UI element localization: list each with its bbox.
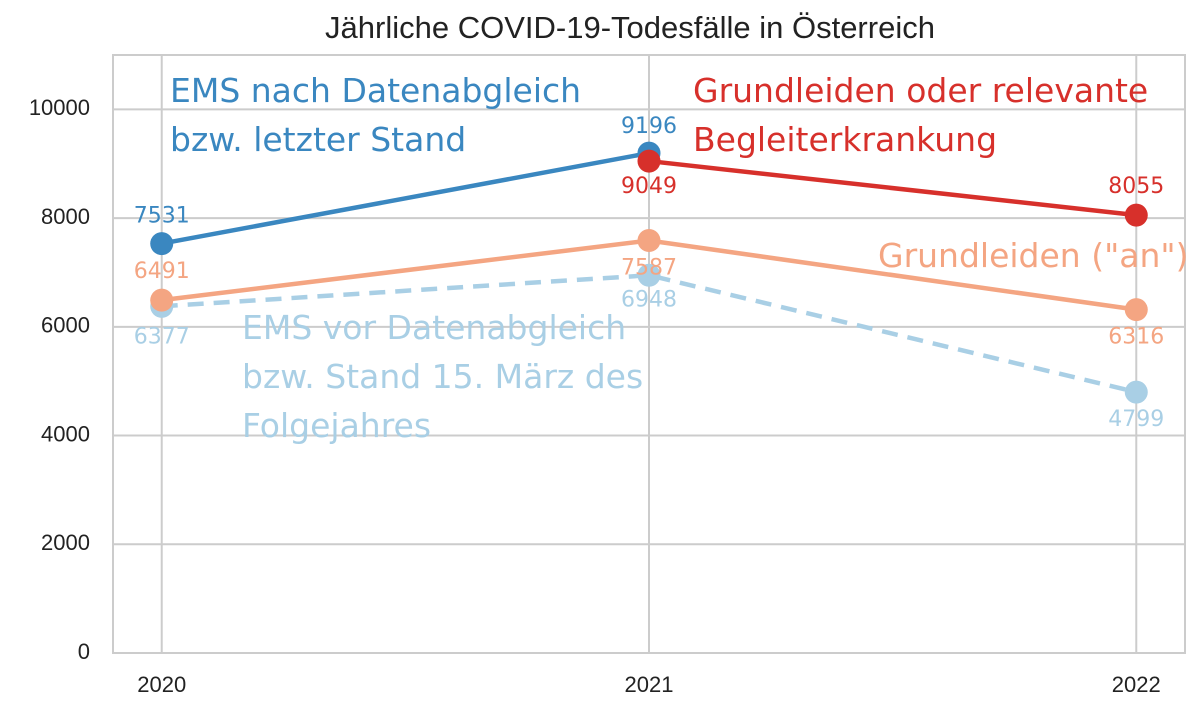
data-label: 9049 (621, 174, 677, 199)
plot-border (112, 54, 1186, 654)
series-label: EMS vor Datenabgleich bzw. Stand 15. Mär… (242, 308, 644, 445)
x-tick-label: 2020 (137, 672, 186, 697)
point-marker (637, 229, 661, 253)
data-label: 6491 (134, 259, 190, 284)
x-tick-label: 2021 (625, 672, 674, 697)
data-label: 6948 (621, 287, 677, 312)
point-marker (1124, 203, 1148, 227)
series-line (648, 158, 1137, 218)
y-tick-label: 2000 (41, 530, 90, 555)
x-tick-label: 2022 (1112, 672, 1161, 697)
data-label: 7587 (621, 256, 677, 281)
series-line (161, 150, 650, 246)
y-tick-label: 6000 (41, 313, 90, 338)
data-label: 8055 (1108, 174, 1164, 199)
point-marker (637, 263, 661, 287)
point-marker (150, 288, 174, 312)
y-tick-label: 10000 (29, 95, 90, 120)
data-label: 6377 (134, 324, 190, 349)
data-label: 7531 (134, 204, 190, 229)
series-label: Grundleiden ("an") (878, 236, 1189, 275)
data-label: 9196 (621, 114, 677, 139)
y-tick-label: 0 (78, 639, 90, 664)
y-tick-label: 4000 (41, 421, 90, 446)
data-label: 6316 (1108, 325, 1164, 350)
chart-title: Jährliche COVID-19-Todesfälle in Österre… (325, 10, 935, 45)
series-line (161, 273, 1137, 395)
point-marker (150, 232, 174, 256)
series-label: Grundleiden oder relevante Begleiterkran… (693, 71, 1149, 159)
data-label: 4799 (1108, 407, 1164, 432)
y-tick-label: 8000 (41, 204, 90, 229)
series-label: EMS nach Datenabgleich bzw. letzter Stan… (170, 71, 582, 159)
point-marker (1124, 380, 1148, 404)
point-marker (637, 149, 661, 173)
point-marker (1124, 298, 1148, 322)
